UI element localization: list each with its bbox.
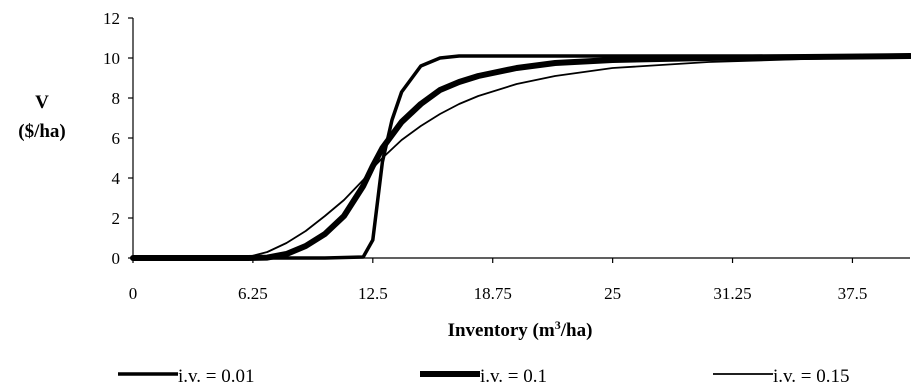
x-tick-label: 6.25 [238,284,268,303]
y-tick-label: 10 [103,49,120,68]
legend-label-2: i.v. = 0.1 [480,366,547,387]
y-tick-labels: 0 2 4 6 8 10 12 [103,9,121,268]
y-tick-label: 2 [112,209,121,228]
y-axis-title-line2: ($/ha) [18,121,66,142]
series-lines [130,53,911,261]
y-tick-label: 4 [112,169,121,188]
x-tick-label: 0 [129,284,138,303]
x-axis-title-sup: 3 [555,318,561,332]
x-tick-label: 31.25 [713,284,751,303]
x-axis-title-suffix: /ha) [560,320,593,341]
x-tick-label: 37.5 [838,284,868,303]
x-tick-label: 18.75 [474,284,512,303]
y-tick-label: 6 [112,129,121,148]
y-tick-label: 0 [112,249,121,268]
series-line-2 [130,53,911,261]
series-line-3 [132,56,911,259]
y-axis-title-line1: V [35,92,49,113]
y-tick-label: 8 [112,89,121,108]
legend: i.v. = 0.01 i.v. = 0.1 i.v. = 0.15 [118,366,850,387]
x-tick-label: 25 [604,284,621,303]
x-tick-labels: 0 6.25 12.5 18.75 25 31.25 37.5 [129,284,868,303]
x-axis-title-prefix: Inventory (m [448,320,555,341]
series-line-1 [131,54,911,260]
y-tick-label: 12 [103,9,120,28]
legend-label-3: i.v. = 0.15 [773,366,850,387]
x-tick-label: 12.5 [358,284,388,303]
legend-label-1: i.v. = 0.01 [178,366,255,387]
x-axis-title: Inventory (m3/ha) [448,318,593,341]
